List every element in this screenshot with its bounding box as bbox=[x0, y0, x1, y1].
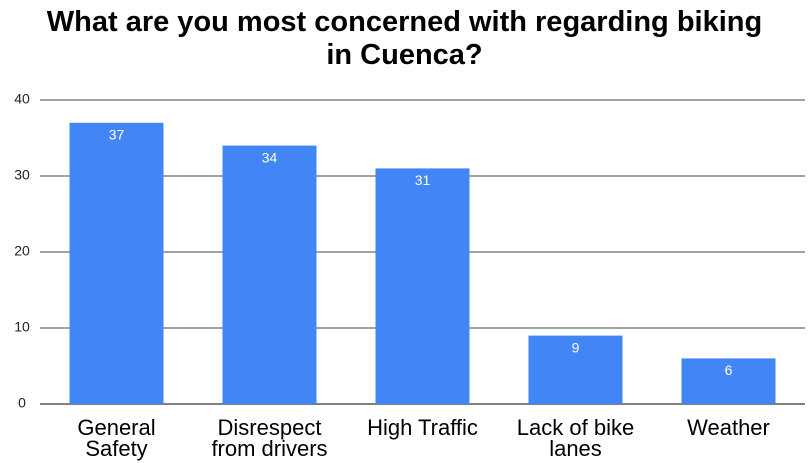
bar bbox=[222, 145, 317, 404]
x-tick-label: Disrespect from drivers bbox=[211, 415, 328, 461]
bar bbox=[681, 358, 776, 404]
y-tick-label: 30 bbox=[14, 167, 30, 183]
value-label: 31 bbox=[415, 172, 431, 188]
x-tick-label: Weather bbox=[687, 415, 770, 440]
value-label: 37 bbox=[109, 127, 125, 143]
chart-title: What are you most concerned with regardi… bbox=[46, 6, 763, 71]
value-label: 34 bbox=[262, 149, 278, 165]
bar bbox=[375, 168, 470, 404]
y-tick-label: 20 bbox=[14, 243, 30, 259]
bar bbox=[69, 122, 164, 405]
x-tick-label: High Traffic bbox=[367, 415, 478, 440]
bar bbox=[528, 335, 623, 404]
y-tick-label: 10 bbox=[14, 319, 30, 335]
y-tick-label: 40 bbox=[14, 91, 30, 107]
value-label: 9 bbox=[572, 339, 580, 355]
x-tick-label: Lack of bike lanes bbox=[516, 415, 635, 461]
x-tick-label: General Safety bbox=[77, 415, 156, 461]
y-tick-label: 0 bbox=[18, 395, 26, 411]
value-label: 6 bbox=[725, 362, 733, 378]
